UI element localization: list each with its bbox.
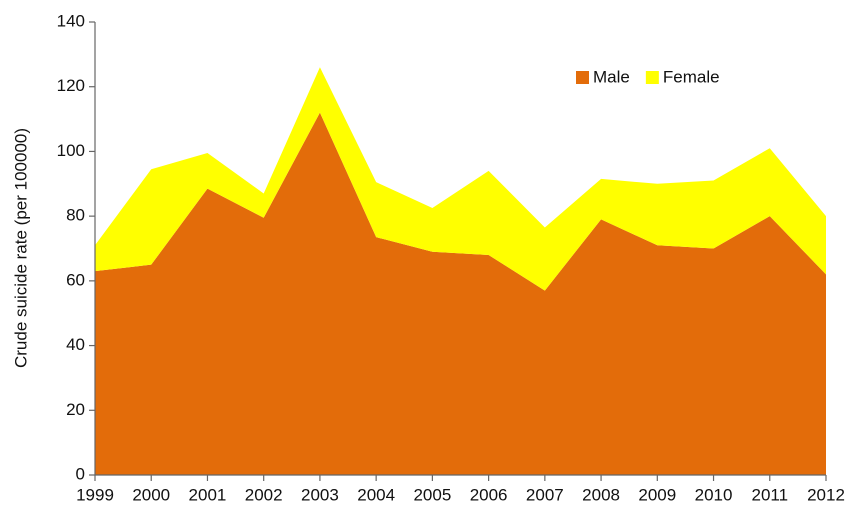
y-tick-label: 20 [66,400,85,419]
x-tick-label: 2003 [301,485,339,504]
legend-label: Female [663,67,720,86]
legend-swatch [576,71,589,84]
y-tick-label: 140 [57,11,85,30]
y-tick-label: 100 [57,141,85,160]
x-tick-label: 2009 [638,485,676,504]
y-tick-label: 0 [76,464,85,483]
x-tick-label: 2000 [132,485,170,504]
x-tick-label: 2005 [413,485,451,504]
area [95,112,826,475]
x-tick-label: 2008 [582,485,620,504]
y-axis-label: Crude suicide rate (per 100000) [11,128,30,368]
y-tick-label: 60 [66,270,85,289]
y-tick-label: 120 [57,76,85,95]
legend-label: Male [593,67,630,86]
x-tick-label: 2011 [751,485,788,504]
y-tick-label: 40 [66,335,85,354]
x-tick-label: 2007 [526,485,564,504]
legend-swatch [645,71,659,84]
x-tick-label: 2010 [695,485,733,504]
y-tick-label: 80 [66,206,85,225]
x-tick-label: 2002 [245,485,283,504]
x-tick-label: 2012 [807,485,845,504]
x-tick-label: 2006 [470,485,508,504]
x-tick-label: 1999 [76,485,114,504]
x-tick-label: 2001 [189,485,227,504]
x-tick-label: 2004 [357,485,395,504]
area [95,67,826,291]
